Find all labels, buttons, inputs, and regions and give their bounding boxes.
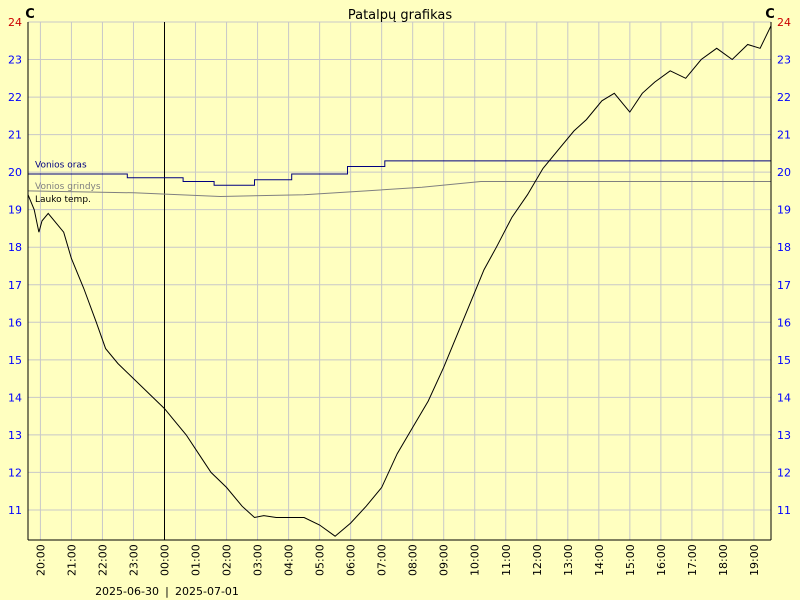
y-tick-label-right: 12 (777, 466, 791, 479)
y-tick-label-right: 22 (777, 91, 791, 104)
x-tick-label: 22:00 (96, 544, 109, 576)
x-tick-label: 17:00 (686, 544, 699, 576)
x-tick-label: 14:00 (593, 544, 606, 576)
x-tick-label: 15:00 (624, 544, 637, 576)
x-tick-label: 11:00 (500, 544, 513, 576)
plot-area (28, 22, 771, 540)
x-tick-label: 21:00 (65, 544, 78, 576)
x-tick-label: 03:00 (252, 544, 265, 576)
y-tick-label-right: 20 (777, 166, 791, 179)
series-line (28, 160, 771, 186)
x-tick-label: 07:00 (376, 544, 389, 576)
x-tick-label: 16:00 (655, 544, 668, 576)
y-tick-label-left: 13 (8, 429, 22, 442)
y-tick-label-left: 16 (8, 316, 22, 329)
date-label-current-day: 2025-07-01 (175, 585, 239, 598)
x-tick-label: 00:00 (159, 544, 172, 576)
y-tick-label-right: 19 (777, 204, 791, 217)
y-tick-label-right: 16 (777, 316, 791, 329)
chart-title: Patalpų grafikas (348, 8, 453, 23)
x-tick-label: 04:00 (283, 544, 296, 576)
x-tick-label: 13:00 (562, 544, 575, 576)
series-label: Vonios grindys (35, 182, 101, 192)
series-line (27, 181, 771, 198)
y-tick-label-left: 15 (8, 354, 22, 367)
x-tick-label: 19:00 (748, 544, 761, 576)
x-tick-label: 05:00 (314, 544, 327, 576)
y-tick-label-left: 18 (8, 241, 22, 254)
y-tick-label-right: 17 (777, 279, 791, 292)
series-line (27, 25, 772, 537)
x-tick-label: 10:00 (469, 544, 482, 576)
y-tick-label-left: 23 (8, 54, 22, 67)
y-tick-label-right: 23 (777, 54, 791, 67)
y-tick-label-left: 17 (8, 279, 22, 292)
x-tick-label: 09:00 (438, 544, 451, 576)
y-tick-label-right: 24 (777, 16, 791, 29)
y-tick-label-right: 15 (777, 354, 791, 367)
x-tick-label: 12:00 (531, 544, 544, 576)
x-tick-label: 18:00 (717, 544, 730, 576)
y-unit-right: C (765, 7, 775, 22)
axes (27, 22, 772, 541)
y-tick-label-right: 11 (777, 504, 791, 517)
date-label-previous-day: 2025-06-30 (95, 585, 159, 598)
y-tick-label-left: 24 (8, 16, 22, 29)
grid (28, 21, 771, 540)
y-tick-label-left: 12 (8, 466, 22, 479)
y-tick-label-left: 19 (8, 204, 22, 217)
x-tick-label: 08:00 (407, 544, 420, 576)
y-tick-label-right: 18 (777, 241, 791, 254)
y-tick-label-right: 14 (777, 391, 791, 404)
y-tick-label-right: 13 (777, 429, 791, 442)
labels: Patalpų grafikas C C 2025-06-30 | 2025-0… (8, 7, 791, 598)
date-separator: | (165, 585, 169, 598)
series-group (27, 25, 772, 537)
y-tick-label-left: 21 (8, 129, 22, 142)
x-tick-label: 02:00 (221, 544, 234, 576)
y-tick-label-left: 11 (8, 504, 22, 517)
x-tick-label: 06:00 (345, 544, 358, 576)
series-label: Lauko temp. (35, 195, 91, 205)
x-tick-label: 01:00 (190, 544, 203, 576)
y-tick-label-left: 14 (8, 391, 22, 404)
y-tick-label-left: 20 (8, 166, 22, 179)
y-tick-label-right: 21 (777, 129, 791, 142)
series-label: Vonios oras (35, 160, 87, 170)
x-tick-label: 23:00 (127, 544, 140, 576)
x-tick-label: 20:00 (34, 544, 47, 576)
y-unit-left: C (25, 7, 35, 22)
y-tick-label-left: 22 (8, 91, 22, 104)
